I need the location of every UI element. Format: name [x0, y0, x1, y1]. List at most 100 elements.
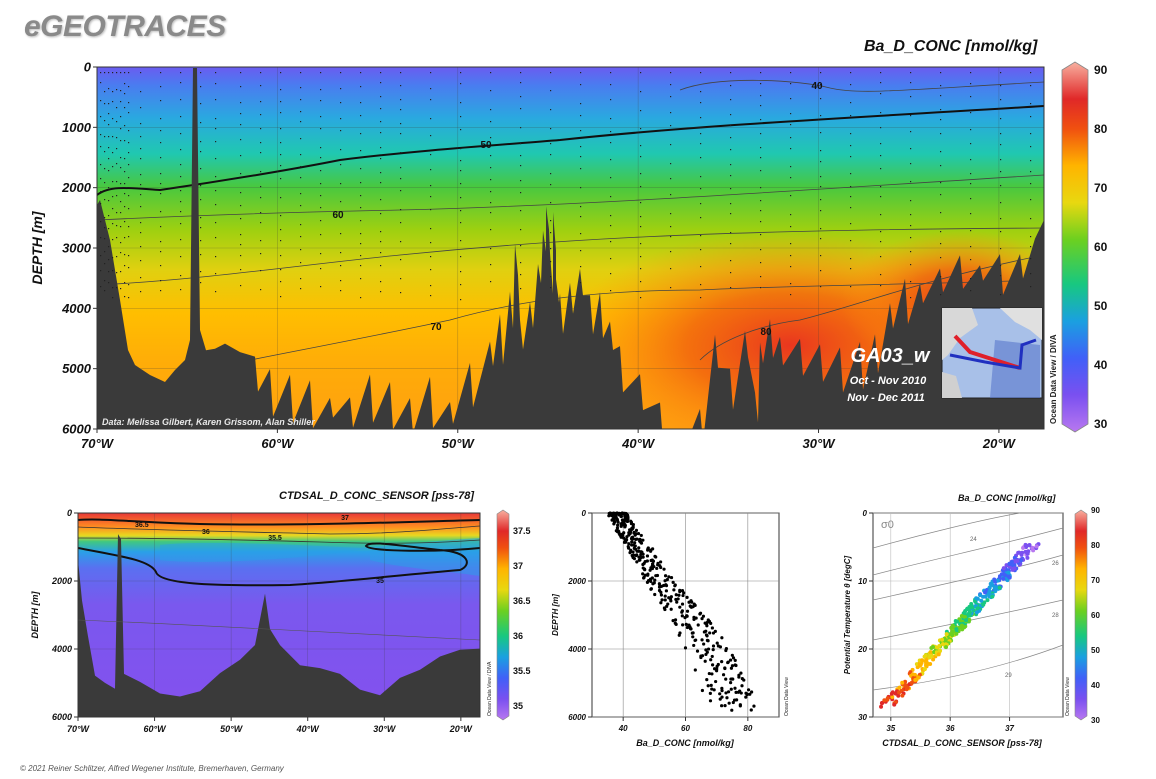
main-sample-point — [760, 133, 762, 135]
main-sample-point — [320, 128, 322, 130]
main-sample-point — [430, 196, 432, 198]
main-sample-point — [200, 240, 202, 242]
main-sample-point — [200, 217, 202, 219]
prof-data-point — [744, 691, 748, 695]
prof-data-point — [659, 565, 663, 570]
main-sample-point — [790, 83, 792, 85]
main-y-tick-label: 4000 — [61, 301, 92, 316]
main-sample-point — [360, 207, 362, 209]
main-colorbar-tick: 40 — [1094, 358, 1108, 372]
main-sample-point — [140, 91, 142, 93]
main-sample-point — [160, 173, 162, 175]
ts-data-point — [975, 610, 980, 615]
main-sample-point — [280, 281, 282, 283]
main-sample-point — [490, 121, 492, 123]
main-sample-point — [400, 123, 402, 125]
main-sample-point — [670, 144, 672, 146]
main-sample-point — [790, 98, 792, 100]
main-sample-point — [520, 180, 522, 182]
main-colorbar-tick: 70 — [1094, 181, 1108, 195]
main-sample-point — [140, 174, 142, 176]
main-sample-point — [760, 234, 762, 236]
main-sample-point — [580, 115, 582, 117]
main-sample-point — [380, 121, 382, 123]
main-sample-point — [340, 164, 342, 166]
main-sample-point — [260, 152, 262, 154]
main-sample-point — [128, 297, 130, 299]
prof-data-point — [721, 673, 726, 677]
prof-data-point — [692, 643, 696, 648]
prof-data-point — [634, 528, 639, 532]
main-sample-point — [280, 89, 282, 91]
ts-data-point — [947, 632, 952, 637]
main-sample-point — [430, 185, 432, 187]
main-sample-point — [116, 121, 118, 123]
main-sample-point — [940, 133, 942, 135]
main-sample-point — [400, 133, 402, 135]
prof-data-point — [730, 708, 734, 712]
prof-y-tick-label: 2000 — [567, 577, 586, 586]
ts-isopycnal-label-28: 28 — [1052, 613, 1059, 619]
main-sample-point — [112, 91, 114, 93]
main-sample-point — [200, 86, 202, 88]
main-sample-point — [610, 273, 612, 275]
main-sample-point — [360, 168, 362, 170]
main-sample-point — [430, 154, 432, 156]
main-sample-point — [820, 199, 822, 201]
main-sample-point — [128, 112, 130, 114]
main-sample-point — [215, 237, 217, 239]
prof-data-point — [646, 572, 650, 576]
main-sample-point — [790, 72, 792, 74]
prof-data-point — [699, 654, 703, 658]
main-sample-point — [124, 265, 126, 267]
main-sample-point — [340, 102, 342, 104]
main-sample-point — [730, 85, 732, 87]
prof-data-point — [727, 701, 731, 705]
main-sample-point — [116, 195, 118, 197]
main-sample-point — [180, 211, 182, 213]
prof-data-point — [649, 558, 653, 563]
ts-data-point — [959, 614, 964, 619]
main-sample-point — [128, 267, 130, 269]
main-sample-point — [104, 91, 106, 93]
main-sample-point — [970, 278, 972, 280]
main-sample-point — [360, 195, 362, 197]
main-sample-point — [215, 176, 217, 178]
main-sample-point — [730, 137, 732, 139]
main-sample-point — [300, 177, 302, 179]
ts-data-point — [923, 653, 928, 658]
ts-colorbar-tick: 40 — [1091, 681, 1100, 690]
main-sample-point — [300, 166, 302, 168]
ts-data-point — [879, 704, 884, 709]
ts-data-point — [936, 652, 941, 657]
main-sample-point — [460, 129, 462, 131]
main-sample-point — [108, 72, 110, 74]
prof-data-point — [680, 602, 685, 606]
main-sample-point — [460, 299, 462, 301]
main-sample-point — [240, 218, 242, 220]
prof-data-point — [645, 559, 649, 563]
prof-data-point — [709, 658, 713, 662]
prof-data-point — [740, 684, 744, 688]
main-sample-point — [880, 93, 882, 95]
main-sample-point — [240, 139, 242, 141]
main-sample-point — [108, 147, 110, 149]
main-sample-point — [910, 264, 912, 266]
main-sample-point — [116, 72, 118, 74]
prof-data-point — [673, 583, 677, 587]
main-sample-point — [520, 155, 522, 157]
prof-data-point — [616, 523, 620, 527]
prof-data-point — [738, 703, 742, 707]
main-contour-label-70: 70 — [430, 322, 442, 333]
main-sample-point — [1030, 133, 1032, 135]
main-sample-point — [180, 82, 182, 84]
main-sample-point — [200, 282, 202, 284]
prof-data-point — [649, 549, 653, 553]
prof-data-point — [733, 658, 737, 662]
main-sample-point — [850, 258, 852, 260]
ts-odv-label: Ocean Data View — [1065, 677, 1071, 716]
main-sample-point — [112, 72, 114, 74]
main-sample-point — [360, 86, 362, 88]
ts-colorbar-tick: 70 — [1091, 576, 1100, 585]
main-sample-point — [300, 224, 302, 226]
